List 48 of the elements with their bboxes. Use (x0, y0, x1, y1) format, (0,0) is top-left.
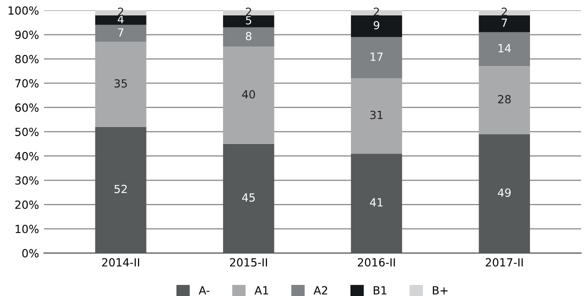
y-tick-label: 60% (15, 103, 39, 112)
x-tick-label: 2015-II (230, 258, 267, 267)
y-tick-label: 100% (8, 6, 39, 15)
data-label: 52 (114, 184, 127, 194)
data-label: 40 (242, 90, 255, 99)
y-tick-label: 0% (22, 249, 39, 258)
bar (95, 42, 146, 127)
data-label: 2 (374, 8, 379, 16)
data-label: 9 (374, 20, 380, 30)
y-tick-label: 40% (15, 152, 39, 160)
data-label: 7 (118, 28, 124, 36)
data-label: 2 (118, 8, 124, 16)
data-label: 8 (246, 32, 252, 40)
bar (350, 15, 402, 38)
data-label: 41 (370, 198, 383, 206)
data-label: 14 (498, 44, 511, 52)
legend-label: A1 (254, 286, 268, 294)
x-tick-label: 2014-II (102, 258, 140, 267)
data-label: 2 (502, 8, 507, 16)
legend-label: B+ (432, 286, 448, 294)
y-tick-label: 80% (15, 54, 39, 64)
y-tick-label: 20% (15, 200, 39, 209)
data-label: 2 (246, 8, 252, 16)
data-label: 31 (370, 110, 383, 120)
y-tick-label: 70% (15, 79, 39, 88)
data-label: 35 (114, 79, 127, 88)
data-label: 5 (246, 16, 252, 25)
bar (478, 15, 530, 32)
legend-label: A- (198, 286, 210, 294)
data-label: 17 (370, 52, 383, 61)
x-tick-label: 2016-II (358, 258, 395, 267)
x-tick-label: 2017-II (486, 258, 523, 267)
data-label: 45 (242, 193, 255, 202)
data-label: 28 (498, 94, 511, 104)
bar (350, 78, 402, 154)
y-tick-label: 30% (15, 176, 39, 185)
y-tick-label: 50% (15, 128, 39, 136)
bar (95, 15, 146, 25)
data-label: 7 (502, 18, 507, 27)
bar (223, 15, 274, 28)
data-label: 4 (118, 15, 124, 24)
legend-label: A2 (314, 286, 328, 294)
y-tick-label: 10% (16, 224, 39, 234)
bar (223, 46, 274, 144)
data-label: 49 (498, 188, 511, 197)
legend-label: B1 (374, 286, 386, 294)
bar (478, 66, 530, 134)
y-tick-label: 90% (15, 30, 39, 40)
